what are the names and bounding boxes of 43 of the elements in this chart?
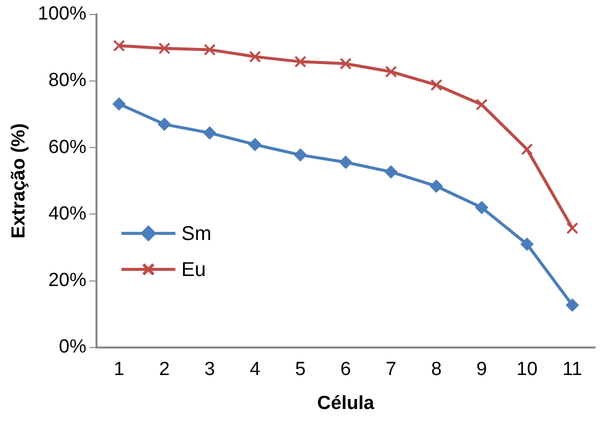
point xyxy=(430,79,442,91)
point xyxy=(520,238,534,251)
x-axis-title: Célula xyxy=(317,392,375,414)
point xyxy=(340,58,352,70)
x-tick-label: 6 xyxy=(340,359,351,380)
x-tick-label: 7 xyxy=(386,359,396,380)
point xyxy=(204,44,216,56)
y-axis-title: Extração (%) xyxy=(8,123,30,238)
x-tick-label: 9 xyxy=(476,359,487,380)
y-tick-label: 80% xyxy=(48,70,86,92)
y-tick-label: 60% xyxy=(48,136,86,158)
point xyxy=(566,222,578,234)
x-tick-label: 1 xyxy=(114,359,124,380)
point xyxy=(385,66,397,78)
y-tick-label: 0% xyxy=(58,336,86,358)
point xyxy=(113,40,126,52)
point xyxy=(294,148,307,162)
y-tick-label: 100% xyxy=(38,4,86,25)
x-tick-label: 4 xyxy=(250,359,261,380)
point xyxy=(203,126,216,140)
point xyxy=(339,156,352,169)
legend-label: Eu xyxy=(181,258,206,281)
point xyxy=(112,97,126,110)
y-tick-label: 40% xyxy=(48,203,86,224)
point xyxy=(249,50,261,63)
x-tick-label: 11 xyxy=(562,359,582,380)
x-tick-label: 2 xyxy=(159,359,170,380)
point xyxy=(566,298,579,312)
point xyxy=(476,98,488,111)
point xyxy=(158,118,171,131)
x-tick-label: 5 xyxy=(295,359,306,380)
point xyxy=(430,180,443,193)
point xyxy=(521,143,533,156)
point xyxy=(384,165,398,178)
point xyxy=(475,201,488,214)
point xyxy=(294,56,306,68)
x-tick-label: 8 xyxy=(431,359,442,380)
y-tick-label: 20% xyxy=(48,270,86,292)
point xyxy=(158,42,170,54)
x-tick-label: 3 xyxy=(204,359,216,380)
point xyxy=(248,138,262,152)
legend-label: Sm xyxy=(181,222,212,245)
x-tick-label: 10 xyxy=(516,359,538,380)
